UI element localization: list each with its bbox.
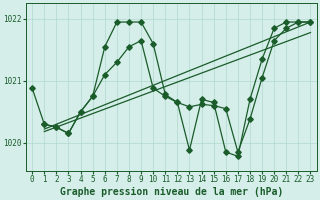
X-axis label: Graphe pression niveau de la mer (hPa): Graphe pression niveau de la mer (hPa) <box>60 186 283 197</box>
